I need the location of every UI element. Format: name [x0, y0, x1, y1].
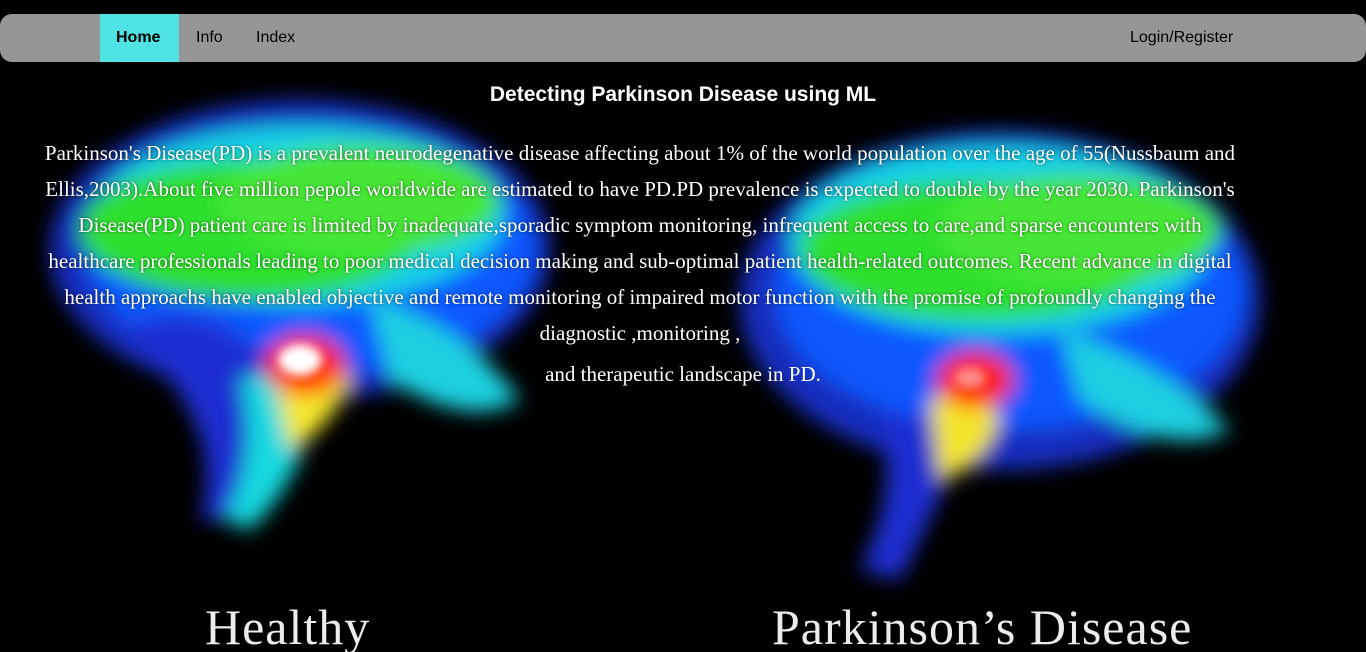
intro-paragraph-tail: and therapeutic landscape in PD.	[545, 362, 821, 386]
intro-paragraph: Parkinson's Disease(PD) is a prevalent n…	[44, 141, 1236, 345]
caption-parkinsons: Parkinson’s Disease	[772, 599, 1193, 652]
page-title: Detecting Parkinson Disease using ML	[489, 83, 877, 106]
nav-home-link[interactable]: Home	[100, 14, 179, 62]
login-register-link[interactable]: Login/Register	[1130, 29, 1234, 46]
caption-healthy: Healthy	[205, 599, 371, 652]
nav-index-link[interactable]: Index	[256, 29, 296, 46]
parkinsons-brain-scan	[740, 130, 1260, 580]
top-navbar: Home Info Index Login/Register	[0, 14, 1366, 62]
nav-info-link[interactable]: Info	[196, 29, 223, 46]
